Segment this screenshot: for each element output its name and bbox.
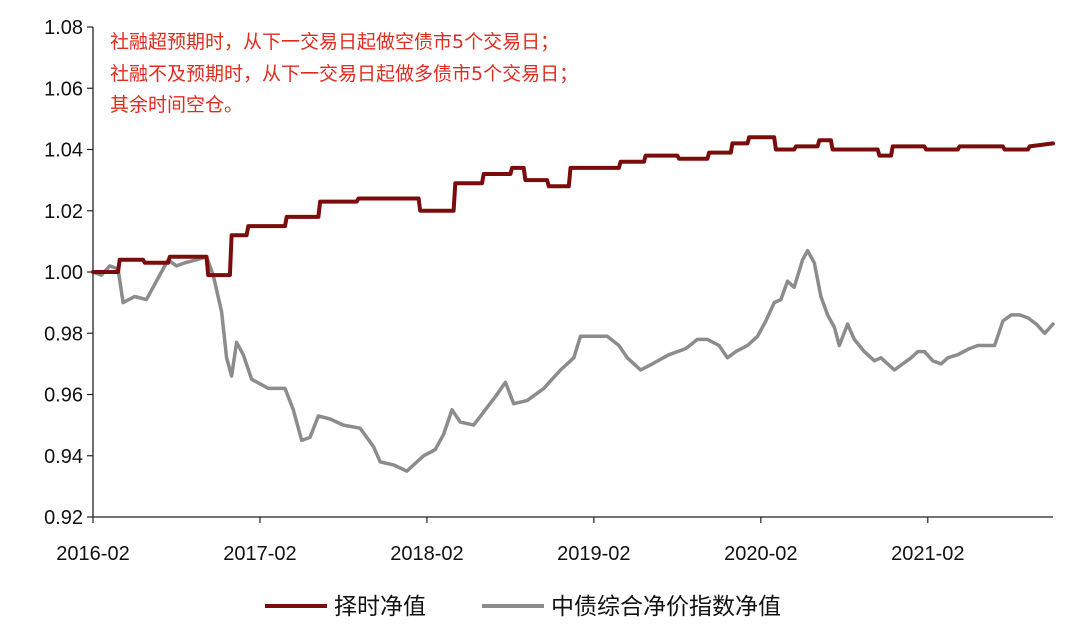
y-tick-label: 1.04 [44, 140, 83, 162]
series-line-timing-nav [91, 135, 1055, 278]
x-tick-label: 2020-02 [724, 543, 797, 565]
y-tick-label: 1.02 [44, 201, 83, 223]
x-tick-label: 2018-02 [390, 543, 463, 565]
y-tick-label: 0.94 [44, 446, 83, 468]
x-tick-label: 2017-02 [223, 543, 296, 565]
axes-layer: 0.92 0.94 0.96 0.98 1.00 1.02 1.04 1.06 1.08 2016… [44, 17, 1053, 565]
legend-label-bond-index-nav: 中债综合净价指数净值 [551, 594, 781, 620]
x-tick-label: 2019-02 [557, 543, 630, 565]
series-line-bond-index-nav [91, 248, 1055, 473]
legend-label-timing-nav: 择时净值 [334, 594, 426, 620]
series-layer [91, 135, 1055, 473]
annotation-line: 社融超预期时，从下一交易日起做空债市5个交易日； [110, 31, 559, 53]
x-tick-label: 2016-02 [56, 543, 129, 565]
y-tick-label: 1.08 [44, 17, 83, 39]
y-tick-label: 0.96 [44, 385, 83, 407]
annotation-line: 社融不及预期时，从下一交易日起做多债市5个交易日； [110, 63, 578, 85]
x-tick-label: 2021-02 [891, 543, 964, 565]
legend: 择时净值 中债综合净价指数净值 [265, 594, 781, 620]
y-tick-label: 1.06 [44, 78, 83, 100]
y-tick-label: 0.98 [44, 323, 83, 345]
annotation-block: 社融超预期时，从下一交易日起做空债市5个交易日； 社融不及预期时，从下一交易日起… [110, 31, 578, 116]
annotation-line: 其余时间空仓。 [110, 94, 243, 116]
y-tick-label: 1.00 [44, 262, 83, 284]
y-tick-label: 0.92 [44, 507, 83, 529]
